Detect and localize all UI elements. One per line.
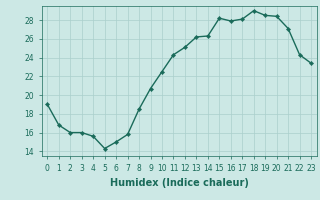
X-axis label: Humidex (Indice chaleur): Humidex (Indice chaleur)	[110, 178, 249, 188]
